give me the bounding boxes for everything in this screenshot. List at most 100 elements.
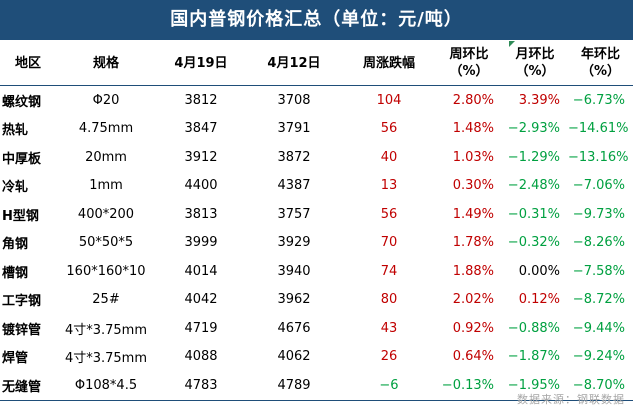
cell-mom: −1.87% <box>507 349 560 365</box>
price-table: 地区 规格 4月19日 4月12日 周涨跌幅 周环比 （%） 月环比 （%） 年环比 （%） … <box>0 41 633 401</box>
cell-chg: 40 <box>380 149 398 165</box>
cell-yoy: −8.72% <box>572 292 625 308</box>
cell-apr19: 3912 <box>184 149 218 165</box>
table-body: 螺纹钢 Φ20 3812 3708 104 2.80% 3.39% −6.73% 热轧 4.75m… <box>0 86 633 401</box>
table-title: 国内普钢价格汇总（单位：元/吨） <box>0 0 633 40</box>
cell-region: 无缝管 <box>0 371 56 401</box>
cell-region: 镀锌管 <box>2 322 42 338</box>
cell-wow: 0.30% <box>452 178 494 194</box>
data-source: 数据来源：钢联数据 <box>517 393 625 406</box>
table-row: 镀锌管 4寸*3.75mm 4719 4676 43 0.92% −0.88% −9.44% <box>0 314 633 343</box>
cell-chg: 26 <box>380 349 398 365</box>
cell-apr19: 4783 <box>156 371 246 401</box>
cell-yoy: −9.24% <box>572 349 625 365</box>
cell-apr19: 4400 <box>184 178 218 194</box>
cell-apr19: 3999 <box>184 235 218 251</box>
cell-spec: 25# <box>92 292 120 308</box>
cell-region: 槽钢 <box>2 265 29 281</box>
cell-region: 中厚板 <box>2 151 42 167</box>
cell-yoy: −13.16% <box>568 149 629 165</box>
cell-wow: 1.49% <box>452 206 494 222</box>
header-mom: 月环比 （%） <box>502 41 568 86</box>
cell-chg: 43 <box>380 320 398 336</box>
cell-spec: 4.75mm <box>78 121 134 137</box>
header-region: 地区 <box>0 41 56 86</box>
cell-chg: 56 <box>380 121 398 137</box>
cell-chg: 13 <box>380 178 398 194</box>
cell-apr12: 3940 <box>277 263 311 279</box>
cell-mom: −2.93% <box>507 121 560 137</box>
cell-region: H型钢 <box>2 208 39 224</box>
cell-yoy: −9.73% <box>572 206 625 222</box>
header-weekly-change: 周涨跌幅 <box>342 41 436 86</box>
header-yoy: 年环比 （%） <box>568 41 633 86</box>
cell-spec: 400*200 <box>77 206 135 222</box>
table-row: 工字钢 25# 4042 3962 80 2.02% 0.12% −8.72% <box>0 286 633 315</box>
cell-spec: Φ108*4.5 <box>56 371 156 401</box>
cell-yoy: −9.44% <box>572 320 625 336</box>
cell-wow: −0.13% <box>436 371 502 401</box>
table-row: 中厚板 20mm 3912 3872 40 1.03% −1.29% −13.16% <box>0 143 633 172</box>
header-row: 地区 规格 4月19日 4月12日 周涨跌幅 周环比 （%） 月环比 （%） 年环比 （%） <box>0 41 633 86</box>
header-spec: 规格 <box>56 41 156 86</box>
header-wow: 周环比 （%） <box>436 41 502 86</box>
cell-apr19: 3847 <box>184 121 218 137</box>
cell-wow: 2.02% <box>452 292 494 308</box>
cell-apr12: 3757 <box>277 206 311 222</box>
cell-apr12: 3708 <box>277 92 311 108</box>
cell-apr19: 4014 <box>184 263 218 279</box>
cell-wow: 0.92% <box>452 320 494 336</box>
cell-apr12: 4676 <box>277 320 311 336</box>
cell-region: 螺纹钢 <box>2 94 42 110</box>
cell-mom: −1.29% <box>507 149 560 165</box>
cell-mom: −0.88% <box>507 320 560 336</box>
cell-mom: 0.00% <box>518 263 560 279</box>
cell-wow: 1.48% <box>452 121 494 137</box>
cell-apr12: 4062 <box>277 349 311 365</box>
cell-spec: 4寸*3.75mm <box>64 322 148 338</box>
cell-wow: 1.88% <box>452 263 494 279</box>
cell-region: 工字钢 <box>2 294 42 310</box>
cell-spec: 50*50*5 <box>78 235 134 251</box>
cell-yoy: −7.06% <box>572 178 625 194</box>
cell-apr19: 4719 <box>184 320 218 336</box>
cell-mom: −1.95% <box>502 371 568 401</box>
cell-region: 冷轧 <box>2 180 29 196</box>
cell-region: 焊管 <box>2 351 29 367</box>
cell-spec: 4寸*3.75mm <box>64 351 148 367</box>
cell-wow: 1.78% <box>452 235 494 251</box>
cell-chg: 70 <box>380 235 398 251</box>
cell-chg: 80 <box>380 292 398 308</box>
cell-mom: 3.39% <box>518 92 560 108</box>
cell-wow: 2.80% <box>452 92 494 108</box>
cell-mom: −0.32% <box>507 235 560 251</box>
cell-apr12: 3962 <box>277 292 311 308</box>
cell-region: 热轧 <box>2 123 29 139</box>
cell-spec: 1mm <box>89 178 123 194</box>
cell-spec: Φ20 <box>92 92 120 108</box>
table-row: 角钢 50*50*5 3999 3929 70 1.78% −0.32% −8.26% <box>0 229 633 258</box>
cell-apr19: 4088 <box>184 349 218 365</box>
cell-wow: 1.03% <box>452 149 494 165</box>
cell-yoy: −8.26% <box>572 235 625 251</box>
cell-chg: 56 <box>380 206 398 222</box>
table-row: 螺纹钢 Φ20 3812 3708 104 2.80% 3.39% −6.73% <box>0 86 633 115</box>
cell-apr19: 3813 <box>184 206 218 222</box>
cell-spec: 160*160*10 <box>66 263 146 279</box>
cell-spec: 20mm <box>85 149 127 165</box>
table-row: 冷轧 1mm 4400 4387 13 0.30% −2.48% −7.06% <box>0 172 633 201</box>
table-row: 无缝管 Φ108*4.5 4783 4789 −6 −0.13% −1.95% −8.70% <box>0 371 633 401</box>
cell-mom: −2.48% <box>507 178 560 194</box>
cell-yoy: −14.61% <box>568 121 629 137</box>
header-apr19: 4月19日 <box>156 41 246 86</box>
cell-yoy: −7.58% <box>572 263 625 279</box>
cell-apr12: 3929 <box>277 235 311 251</box>
cell-yoy: −8.70% <box>568 371 633 401</box>
cell-apr12: 3872 <box>277 149 311 165</box>
cell-apr19: 3812 <box>184 92 218 108</box>
cell-chg: −6 <box>342 371 436 401</box>
table-row: H型钢 400*200 3813 3757 56 1.49% −0.31% −9.73% <box>0 200 633 229</box>
cell-apr12: 4789 <box>246 371 342 401</box>
cell-region: 角钢 <box>2 237 29 253</box>
cell-chg: 104 <box>376 92 402 108</box>
